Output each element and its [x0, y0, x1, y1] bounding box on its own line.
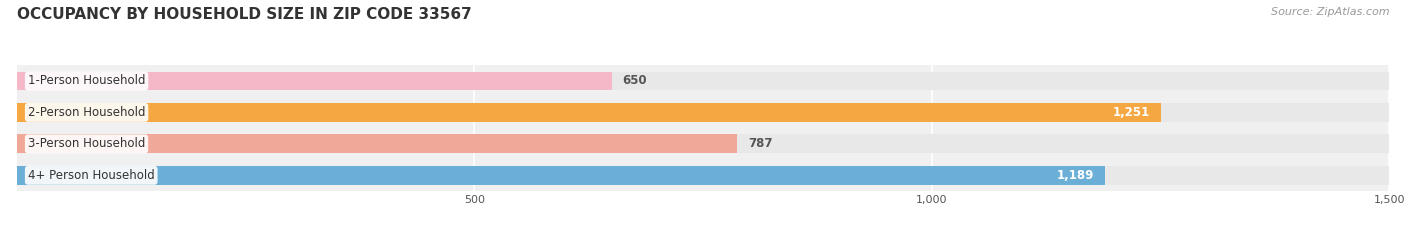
Text: OCCUPANCY BY HOUSEHOLD SIZE IN ZIP CODE 33567: OCCUPANCY BY HOUSEHOLD SIZE IN ZIP CODE …	[17, 7, 471, 22]
Bar	[17, 72, 612, 90]
Text: 1-Person Household: 1-Person Household	[28, 75, 145, 87]
Text: 3-Person Household: 3-Person Household	[28, 137, 145, 150]
Bar	[17, 166, 1105, 185]
Text: 4+ Person Household: 4+ Person Household	[28, 169, 155, 182]
Text: 2-Person Household: 2-Person Household	[28, 106, 145, 119]
Text: Source: ZipAtlas.com: Source: ZipAtlas.com	[1271, 7, 1389, 17]
Text: 650: 650	[623, 75, 647, 87]
Bar	[17, 103, 1161, 122]
Bar	[17, 166, 1389, 185]
Text: 787: 787	[748, 137, 772, 150]
Text: 1,251: 1,251	[1114, 106, 1150, 119]
Bar	[17, 134, 1389, 153]
Bar	[17, 103, 1389, 122]
Bar	[17, 72, 1389, 90]
Text: 1,189: 1,189	[1056, 169, 1094, 182]
Bar	[17, 134, 737, 153]
